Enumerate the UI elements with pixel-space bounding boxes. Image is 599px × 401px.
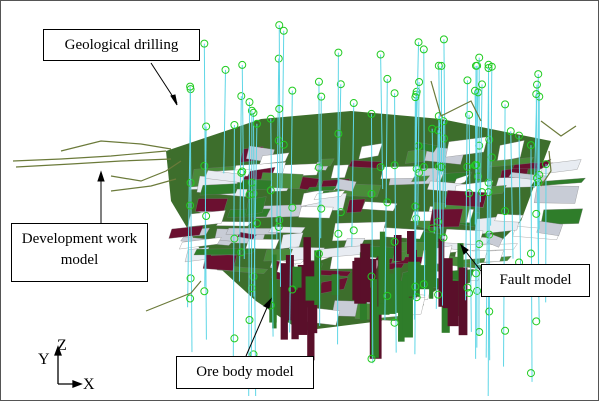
body-column — [408, 262, 420, 297]
body-column — [394, 268, 401, 313]
body-patch — [299, 206, 334, 218]
drill-hole — [321, 97, 322, 239]
body-column — [360, 244, 370, 303]
body-column — [314, 250, 321, 305]
body-patch — [269, 227, 306, 234]
drill-hole — [251, 111, 252, 363]
body-column — [429, 271, 433, 299]
body-column — [380, 232, 385, 304]
body-patch — [195, 199, 227, 212]
body-patch — [246, 239, 279, 249]
body-column — [292, 267, 301, 288]
body-patch — [534, 186, 579, 204]
callout-ore-body-model: Ore body model — [176, 356, 314, 389]
axis-label-y: Y — [38, 351, 50, 368]
body-column — [448, 281, 459, 326]
body-patch — [203, 253, 237, 271]
body-patch — [495, 214, 524, 222]
drill-marker — [502, 327, 509, 334]
axis-label-x: X — [83, 376, 95, 393]
callout-geological-drilling: Geological drilling — [43, 29, 200, 61]
drill-marker — [201, 288, 208, 295]
body-patch — [194, 249, 244, 255]
callout-fault-model: Fault model — [481, 264, 590, 297]
figure: Z Y X Geological drilling Development wo… — [0, 0, 599, 401]
body-column — [332, 274, 340, 295]
drill-marker — [231, 335, 238, 342]
drill-marker — [527, 370, 534, 377]
ore-body — [166, 111, 586, 360]
axis-label-z: Z — [57, 337, 67, 354]
callout-development-work-model: Development work model — [11, 223, 148, 282]
